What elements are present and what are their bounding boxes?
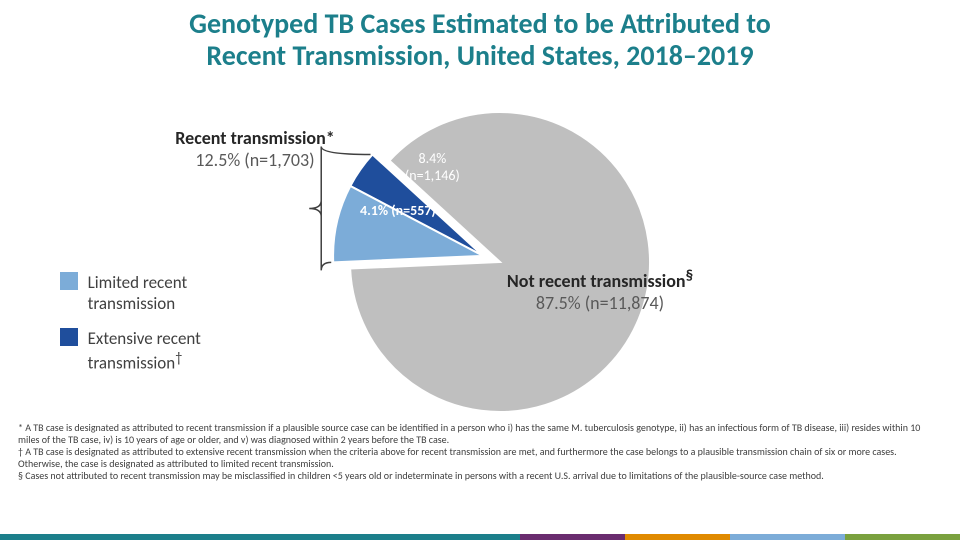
legend-item-limited: Limited recent transmission — [60, 272, 248, 314]
recent-label: Recent transmission* 12.5% (n=1,703) — [155, 127, 355, 171]
notrecent-sup: § — [686, 267, 693, 285]
legend: Limited recent transmission Extensive re… — [60, 272, 248, 374]
extensive-inside-text: 4.1% (n=557) — [360, 202, 436, 219]
footnote-star: * A TB case is designated as attributed … — [18, 422, 942, 446]
legend-text-limited: Limited recent transmission — [88, 272, 228, 314]
notrecent-label: Not recent transmission§ 87.5% (n=11,874… — [490, 267, 710, 314]
recent-label-title: Recent transmission* — [175, 127, 334, 149]
footnotes: * A TB case is designated as attributed … — [0, 422, 960, 482]
limited-inside-pct: 8.4% — [418, 150, 446, 167]
pie-slice-not-recent — [350, 112, 650, 412]
page-title: Genotyped TB Cases Estimated to be Attri… — [0, 0, 960, 72]
chart-area: Recent transmission* 12.5% (n=1,703) Not… — [0, 72, 960, 422]
footnote-dagger: † A TB case is designated as attributed … — [18, 446, 942, 470]
recent-label-value: 12.5% (n=1,703) — [195, 149, 314, 171]
legend-item-extensive: Extensive recent transmission† — [60, 328, 248, 374]
legend-swatch-extensive — [60, 328, 78, 346]
limited-inside-label: 8.4% (n=1,146) — [405, 150, 460, 184]
extensive-inside-label: 4.1% (n=557) — [360, 202, 436, 219]
title-line1: Genotyped TB Cases Estimated to be Attri… — [189, 6, 771, 41]
notrecent-label-value: 87.5% (n=11,874) — [536, 292, 664, 314]
footnote-section: § Cases not attributed to recent transmi… — [18, 470, 942, 482]
footer-color-bar — [0, 534, 960, 540]
notrecent-label-title: Not recent transmission — [507, 270, 686, 292]
limited-inside-n: (n=1,146) — [405, 167, 460, 184]
legend-swatch-limited — [60, 272, 78, 290]
legend-text-extensive: Extensive recent transmission† — [88, 328, 248, 374]
title-line2: Recent Transmission, United States, 2018… — [206, 38, 753, 73]
